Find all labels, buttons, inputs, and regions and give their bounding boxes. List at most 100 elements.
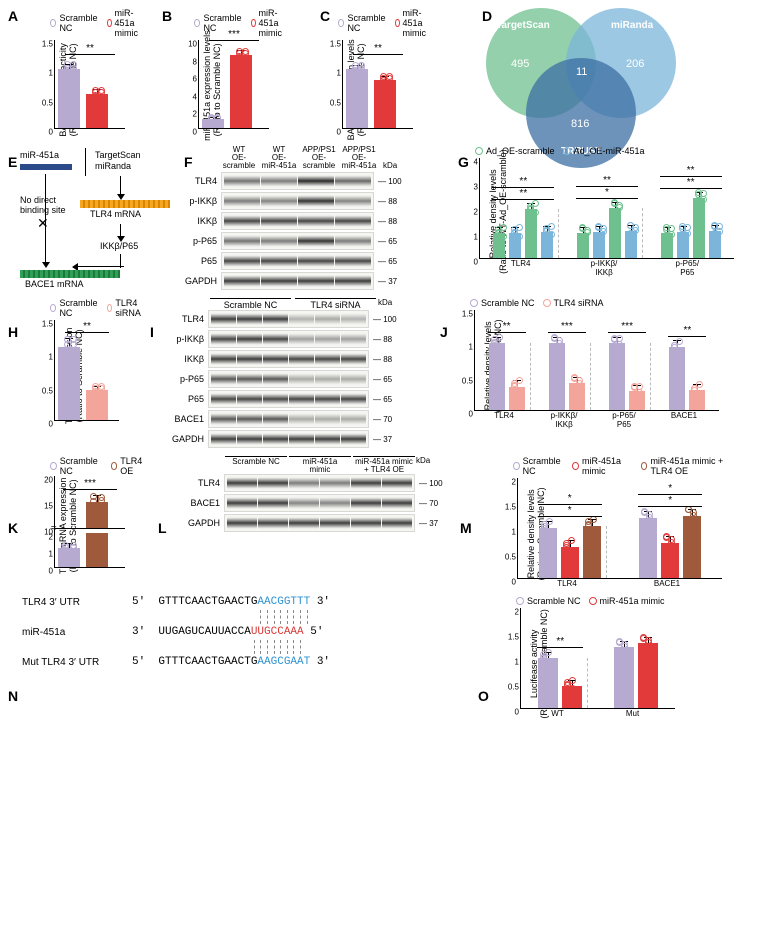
blot-band [263,313,288,325]
y-tick: 1.5 [330,40,341,49]
blot-band [341,353,366,365]
y-tick: 1.5 [42,320,53,329]
lane-header: WT OE- scramble [221,146,257,170]
legend-marker [470,299,478,307]
blot-target-label: p-P65 [160,374,204,384]
blot-band [298,255,334,267]
blot-band [263,433,288,445]
legend: Scramble NCTLR4 siRNA [50,298,134,318]
venn-count: 11 [576,66,587,78]
kda-label: kDa [383,161,419,170]
legend-label: miR-451a mimic [403,8,430,38]
legend-label: TLR4 OE [120,456,150,476]
blot-band [227,477,257,489]
venn-count: 816 [571,118,589,130]
blot-band [382,497,412,509]
legend: Scramble NCmiR-451a mimic [50,8,140,38]
bars: 00.511.5** [54,320,119,421]
y-tick: 0.5 [330,98,341,107]
blot-band [263,393,288,405]
x-tick: BACE1 [654,411,714,429]
blot-bands [208,370,369,388]
bar [58,347,80,420]
blot-band [224,275,260,287]
blot-band [335,235,371,247]
blot-band [211,333,236,345]
blot-bands [208,390,369,408]
blot-band [335,275,371,287]
blot-band [315,433,340,445]
blot-band [263,333,288,345]
blot-band [315,313,340,325]
seq-name: TLR4 3′ UTR [22,597,132,608]
legend-label: TLR4 siRNA [115,298,143,318]
mw-label: — 70 [373,415,409,424]
legend: Scramble NCmiR-451a mimic [338,8,428,38]
grouped-bar-chart: Scramble NCmiR-451a mimicmiR-451a mimic … [479,456,739,588]
blot-target-label: BACE1 [160,414,204,424]
blot-target-label: TLR4 [176,478,220,488]
y-tick: 4 [193,92,197,101]
blot-band [289,393,314,405]
western-blot: TLR4— 100p-IKKβ— 88IKKβ— 88p-P65— 65P65—… [160,310,414,448]
blot-target-label: GAPDH [173,276,217,286]
mw-label: — 65 [378,237,414,246]
lane-group-header: TLR4 siRNA [295,298,376,310]
legend-marker [572,462,579,470]
sequence-alignment: TLR4 3′ UTR5′ GTTTCAACTGAACTGAACGGTTT 3′… [22,596,442,686]
legend-label: miR-451a mimic [600,596,665,606]
lane-group-header: Scramble NC [225,456,287,474]
blot-band [320,497,350,509]
blot-band [237,333,262,345]
x-tick: p-IKKβ/ IKKβ [534,411,594,429]
blot-band [261,175,297,187]
blot-target-label: GAPDH [176,518,220,528]
panel-label-H: H [8,324,18,340]
blot-band [289,433,314,445]
legend-label: miR-451a mimic [115,8,142,38]
legend-item: Ad_OE-miR-451a [563,146,645,156]
mw-label: — 100 [378,177,414,186]
blot-band [315,413,340,425]
blot-band [335,195,371,207]
blot-band [289,333,314,345]
blot-band [224,215,260,227]
lane-header: APP/PS1 OE- scramble [301,146,337,170]
bar-chart: Scramble NCmiR-451a mimicBACE1 enzyme ac… [20,8,140,129]
blot-band [382,477,412,489]
blot-band [224,175,260,187]
blot-band [351,497,381,509]
sig-marker: *** [199,29,269,40]
panel-label-M: M [460,520,472,536]
blot-target-label: BACE1 [176,498,220,508]
blot-target-label: IKKβ [173,216,217,226]
blot-target-label: p-IKKβ [173,196,217,206]
mw-label: — 100 [373,315,409,324]
blot-bands [208,410,369,428]
venn-set-label: miRanda [611,20,653,31]
blot-bands [208,310,369,328]
blot-band [224,235,260,247]
blot-target-label: GAPDH [160,434,204,444]
legend-marker [475,147,483,155]
y-tick: 0.5 [42,98,53,107]
y-tick: 2 [193,110,197,119]
blot-target-label: IKKβ [160,354,204,364]
blot-band [224,195,260,207]
blot-band [211,373,236,385]
y-tick: 8 [193,57,197,66]
blot-bands [208,350,369,368]
legend-label: miR-451a mimic + TLR4 OE [650,456,739,476]
blot-band [258,517,288,529]
x-tick: BACE1 [617,579,717,588]
y-tick: 10 [188,40,197,49]
legend-marker [563,147,571,155]
panel-label-A: A [8,8,18,24]
blot-band [298,235,334,247]
blot-band [341,413,366,425]
blot-band [289,517,319,529]
legend-marker [395,19,400,27]
blot-band [261,275,297,287]
blot-band [263,373,288,385]
blot-band [298,275,334,287]
